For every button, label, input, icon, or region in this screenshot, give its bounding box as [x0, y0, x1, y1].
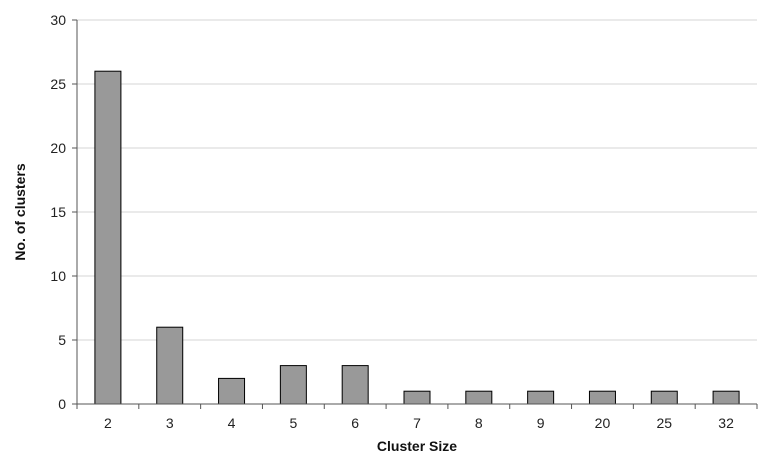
x-tick-label: 5	[289, 415, 297, 431]
bar-7	[403, 390, 431, 405]
x-tick-label: 9	[537, 415, 545, 431]
x-tick-label: 7	[413, 415, 421, 431]
bar-3	[156, 326, 184, 405]
bar-6	[341, 365, 369, 405]
bars	[94, 70, 740, 405]
bar-9	[527, 390, 555, 405]
bar-5	[279, 365, 307, 405]
x-tick-label: 32	[718, 415, 734, 431]
bar-32	[712, 390, 740, 405]
x-tick-label: 4	[228, 415, 236, 431]
x-tick-label: 3	[166, 415, 174, 431]
y-tick-label: 25	[50, 76, 66, 92]
bar-4	[218, 377, 246, 405]
y-axis-title: No. of clusters	[12, 163, 28, 260]
y-tick-label: 15	[50, 204, 66, 220]
bar-25	[650, 390, 678, 405]
x-tick-label: 25	[656, 415, 672, 431]
x-tick-label: 2	[104, 415, 112, 431]
y-tick-label: 5	[58, 332, 66, 348]
y-tick-label: 10	[50, 268, 66, 284]
bar-2	[94, 70, 122, 405]
gridlines	[77, 19, 757, 341]
y-tick-label: 20	[50, 140, 66, 156]
y-tick-labels: 0 5 10 15 20 25 30	[50, 12, 66, 412]
axes	[72, 19, 758, 409]
y-tick-label: 30	[50, 12, 66, 28]
y-tick-label: 0	[58, 396, 66, 412]
bar-8	[465, 390, 493, 405]
bar-20	[588, 390, 616, 405]
x-tick-label: 8	[475, 415, 483, 431]
x-tick-label: 20	[595, 415, 611, 431]
x-tick-labels: 2 3 4 5 6 7 8 9 20 25 32	[104, 415, 734, 431]
x-tick-label: 6	[351, 415, 359, 431]
x-axis-title: Cluster Size	[377, 438, 457, 454]
